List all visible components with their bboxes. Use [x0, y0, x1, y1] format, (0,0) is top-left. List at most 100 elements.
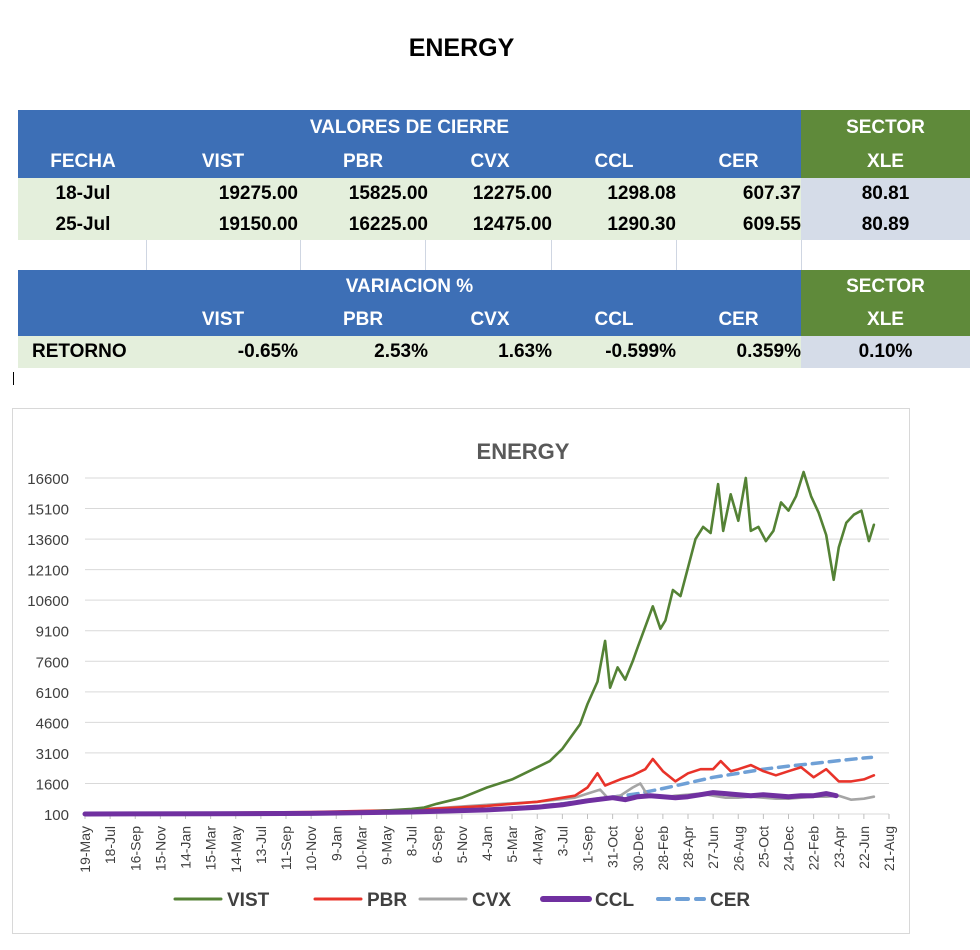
column-header-pbr: PBR — [298, 304, 428, 336]
cell-ccl: 1298.08 — [552, 178, 676, 209]
y-tick-label: 1600 — [36, 776, 69, 793]
y-axis-tick-labels: 100 1600 3100 4600 6100 7600 9100 10600 12100 136… — [27, 471, 69, 824]
x-tick-label: 30-Dec — [630, 826, 646, 871]
chart-title: ENERGY — [477, 439, 570, 464]
column-header-ccl: CCL — [552, 145, 676, 178]
column-header-cvx: CVX — [428, 145, 552, 178]
column-header-cer: CER — [676, 304, 801, 336]
legend-label-vist: VIST — [227, 890, 270, 911]
x-tick-label: 9-May — [379, 826, 395, 865]
x-tick-label: 18-Jul — [102, 826, 118, 864]
column-header-cer: CER — [676, 145, 801, 178]
cell-vist: -0.65% — [148, 336, 298, 368]
series-line-vist — [83, 470, 876, 816]
y-tick-label: 100 — [44, 807, 69, 824]
cell-cer: 607.37 — [676, 178, 801, 209]
y-tick-label: 7600 — [36, 654, 69, 671]
column-header-vist: VIST — [148, 145, 298, 178]
y-tick-label: 3100 — [36, 746, 69, 763]
x-tick-label: 31-Oct — [605, 826, 621, 868]
cell-vist: 19150.00 — [148, 209, 298, 240]
x-tick-label: 15-Nov — [152, 826, 168, 871]
column-header-ccl: CCL — [552, 304, 676, 336]
column-header-vist: VIST — [148, 304, 298, 336]
x-tick-label: 16-Sep — [127, 826, 143, 871]
x-tick-label: 5-Mar — [504, 826, 520, 863]
chart-series-lines — [82, 470, 876, 817]
x-tick-label: 6-Sep — [429, 826, 445, 864]
cell-cvx: 1.63% — [428, 336, 552, 368]
table-row: 25-Jul 19150.00 16225.00 12475.00 1290.3… — [18, 209, 970, 240]
table1-sector-header: SECTOR — [801, 110, 970, 145]
x-tick-label: 10-Mar — [353, 826, 369, 871]
legend-label-cvx: CVX — [472, 890, 511, 911]
column-header-xle: XLE — [801, 145, 970, 178]
table1-column-header-row: FECHA VIST PBR CVX CCL CER XLE — [18, 145, 970, 178]
x-tick-label: 13-Jul — [253, 826, 269, 864]
column-header-cvx: CVX — [428, 304, 552, 336]
column-header-xle: XLE — [801, 304, 970, 336]
cell-fecha: 25-Jul — [18, 209, 148, 240]
y-tick-label: 6100 — [36, 685, 69, 702]
x-tick-label: 21-Aug — [881, 826, 897, 871]
table-row: 18-Jul 19275.00 15825.00 12275.00 1298.0… — [18, 178, 970, 209]
table2-column-header-row: VIST PBR CVX CCL CER XLE — [18, 304, 970, 336]
variation-table: VARIACION % SECTOR VIST PBR CVX CCL CER … — [18, 270, 970, 368]
cell-pbr: 2.53% — [298, 336, 428, 368]
x-axis-tick-labels: 19-May 18-Jul 16-Sep 15-Nov 14-Jan 15-Mar 14-M… — [77, 826, 897, 873]
chart-svg: ENERGY 100160031004600610076009100106001… — [27, 439, 897, 911]
x-tick-label: 24-Dec — [781, 826, 797, 871]
x-tick-label: 10-Nov — [303, 826, 319, 871]
cell-xle: 80.89 — [801, 209, 970, 240]
x-tick-label: 25-Oct — [755, 826, 771, 868]
series-line-pbr — [83, 757, 876, 816]
x-tick-label: 11-Sep — [278, 826, 294, 870]
x-tick-label: 1-Sep — [580, 826, 596, 864]
y-tick-label: 15100 — [27, 502, 69, 519]
x-tick-label: 3-Jul — [554, 826, 570, 856]
x-tick-label: 22-Jun — [856, 826, 872, 869]
table2-group-header-row: VARIACION % SECTOR — [18, 270, 970, 304]
table1-group-header-row: VALORES DE CIERRE SECTOR — [18, 110, 970, 145]
table-row: RETORNO -0.65% 2.53% 1.63% -0.599% 0.359… — [18, 336, 970, 368]
x-tick-label: 23-Apr — [831, 826, 847, 868]
cell-cer: 0.359% — [676, 336, 801, 368]
table2-sector-header: SECTOR — [801, 270, 970, 304]
cell-xle: 80.81 — [801, 178, 970, 209]
y-tick-label: 13600 — [27, 532, 69, 549]
x-tick-label: 22-Feb — [806, 826, 822, 871]
cell-pbr: 15825.00 — [298, 178, 428, 209]
chart-gridlines — [84, 477, 890, 819]
legend-label-cer: CER — [710, 890, 750, 911]
closing-values-table: VALORES DE CIERRE SECTOR FECHA VIST PBR … — [18, 110, 970, 240]
cell-fecha: 18-Jul — [18, 178, 148, 209]
x-tick-label: 26-Aug — [730, 826, 746, 871]
cell-ccl: 1290.30 — [552, 209, 676, 240]
cell-pbr: 16225.00 — [298, 209, 428, 240]
chart-legend: VIST PBR CVX CCL CER — [173, 890, 750, 911]
energy-chart: ENERGY 100 1600 3100 4600 6100 7600 9100 10600 1… — [12, 408, 910, 934]
table2-group-header: VARIACION % — [18, 270, 801, 304]
x-tick-label: 9-Jan — [328, 826, 344, 861]
y-tick-label: 16600 — [27, 471, 69, 488]
x-tick-label: 27-Jun — [705, 826, 721, 869]
series-line-ccl — [82, 790, 839, 817]
x-tick-label: 28-Feb — [655, 826, 671, 871]
x-tick-label: 14-Jan — [178, 826, 194, 869]
cell-cer: 609.55 — [676, 209, 801, 240]
table1-group-header: VALORES DE CIERRE — [18, 110, 801, 145]
x-tick-label: 5-Nov — [454, 826, 470, 863]
cell-ccl: -0.599% — [552, 336, 676, 368]
x-tick-label: 28-Apr — [680, 826, 696, 868]
x-tick-label: 15-Mar — [203, 826, 219, 871]
x-tick-label: 4-Jan — [479, 826, 495, 861]
cell-xle: 0.10% — [801, 336, 970, 368]
y-tick-label: 12100 — [27, 563, 69, 580]
cell-retorno-label: RETORNO — [18, 336, 148, 368]
cell-cvx: 12275.00 — [428, 178, 552, 209]
x-tick-label: 4-May — [529, 826, 545, 865]
y-tick-label: 10600 — [27, 593, 69, 610]
legend-label-pbr: PBR — [367, 890, 407, 911]
x-tick-label: 8-Jul — [404, 826, 420, 856]
column-header-fecha: FECHA — [18, 145, 148, 178]
